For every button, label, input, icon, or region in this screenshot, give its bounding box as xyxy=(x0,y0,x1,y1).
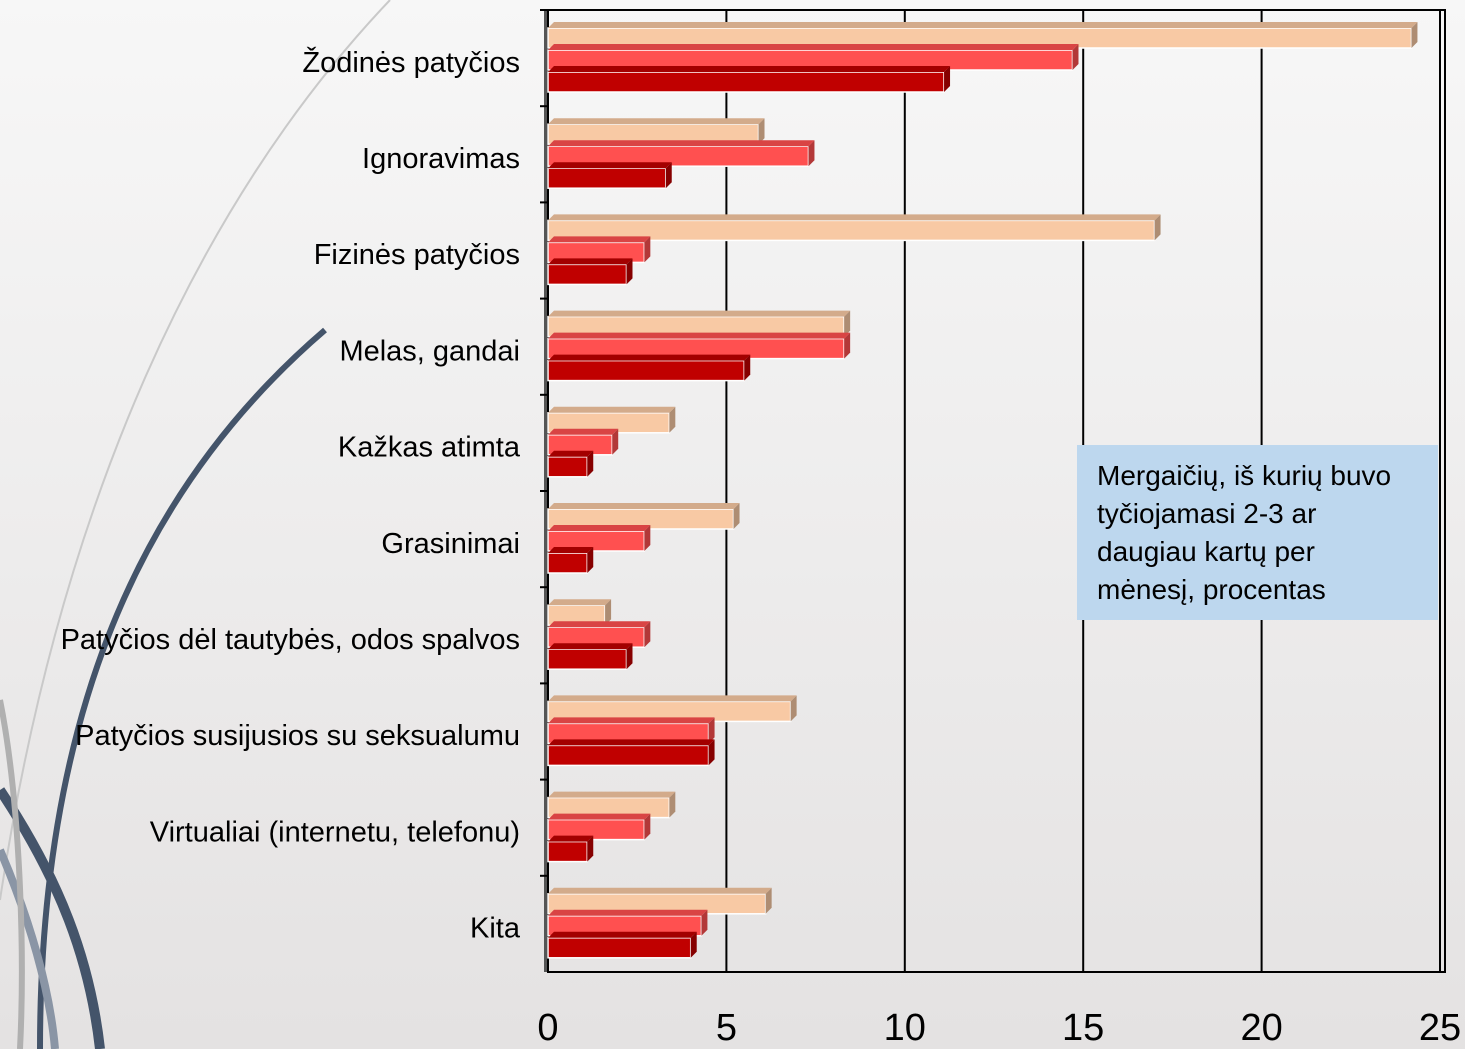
bar-side xyxy=(1154,214,1161,241)
bar-side xyxy=(708,717,715,744)
bar-side xyxy=(669,791,676,818)
bar-side xyxy=(669,406,676,433)
bar-side xyxy=(744,354,751,381)
bar-side xyxy=(701,909,708,936)
bar-top xyxy=(548,406,676,413)
bar-side xyxy=(765,887,772,914)
bar-side xyxy=(612,428,619,455)
y-tick-label: Patyčios dėl tautybės, odos spalvos xyxy=(61,624,520,656)
bar-top xyxy=(548,44,1079,50)
bar-side xyxy=(790,695,797,722)
bar-side xyxy=(587,835,594,862)
bar xyxy=(547,71,945,93)
bar-top xyxy=(548,258,633,265)
bar-side xyxy=(626,258,633,285)
bar-top xyxy=(548,791,676,798)
bar-top xyxy=(548,140,815,147)
bar-top xyxy=(548,66,951,72)
bar-side xyxy=(605,599,612,626)
x-tick-label: 10 xyxy=(884,1007,926,1049)
bar xyxy=(547,744,710,767)
bar-top xyxy=(548,599,612,606)
bar xyxy=(547,263,628,286)
bar-top xyxy=(548,236,651,243)
bar-top xyxy=(548,739,715,746)
bar-top xyxy=(548,909,708,916)
bar-top xyxy=(548,717,715,724)
decoration xyxy=(0,0,391,1049)
bar-side xyxy=(708,739,715,766)
bar-top xyxy=(548,887,772,894)
bar xyxy=(547,456,588,478)
bar-top xyxy=(548,118,765,125)
bar-top xyxy=(548,162,672,169)
bar xyxy=(547,937,692,959)
bar-side xyxy=(665,162,672,189)
y-tick-label: Kita xyxy=(470,913,521,945)
bar-side xyxy=(690,931,697,958)
y-tick-label: Melas, gandai xyxy=(339,335,520,367)
bar-top xyxy=(548,835,594,842)
bar-top xyxy=(548,354,751,361)
bar-top xyxy=(548,214,1161,221)
bar-side xyxy=(733,503,740,529)
y-tick-label: Virtualiai (internetu, telefonu) xyxy=(150,816,520,848)
bar-side xyxy=(644,525,651,551)
bar-side xyxy=(644,236,651,263)
x-tick-label: 15 xyxy=(1062,1007,1104,1049)
bar-side xyxy=(758,118,765,145)
bar-top xyxy=(548,643,633,650)
bar-top xyxy=(548,621,651,628)
bar-top xyxy=(548,22,1418,28)
bar-top xyxy=(548,310,851,317)
annotation: Mergaičių, iš kurių buvo tyčiojamasi 2-3… xyxy=(1077,445,1438,620)
bar xyxy=(547,648,628,670)
y-tick-label: Žodinės patyčios xyxy=(302,46,520,79)
bar-top xyxy=(548,813,651,820)
bar-side xyxy=(1072,44,1079,70)
bar-side xyxy=(587,450,594,477)
bar-side xyxy=(644,813,651,840)
bar-side xyxy=(844,332,851,359)
y-tick-label: Ignoravimas xyxy=(362,143,520,175)
bar-top xyxy=(548,450,594,457)
y-tick-label: Fizinės patyčios xyxy=(314,239,520,271)
y-tick-label: Kažkas atimta xyxy=(338,432,521,464)
bar-top xyxy=(548,525,651,531)
bar-side xyxy=(844,310,851,337)
bar xyxy=(547,167,667,189)
bar-side xyxy=(1411,22,1418,48)
bar-top xyxy=(548,931,697,938)
bar-side xyxy=(944,66,951,92)
x-tick-label: 0 xyxy=(537,1007,558,1049)
bar-side xyxy=(626,643,633,670)
bar-top xyxy=(548,332,851,339)
y-tick-label: Patyčios susijusios su seksualumu xyxy=(75,720,520,752)
bar-top xyxy=(548,547,594,553)
y-tick-label: Grasinimai xyxy=(381,528,520,560)
bar-side xyxy=(587,547,594,573)
bar xyxy=(547,359,745,382)
bar xyxy=(547,552,588,574)
x-tick-label: 5 xyxy=(716,1007,737,1049)
bar xyxy=(547,840,588,863)
x-tick-label: 25 xyxy=(1419,1007,1461,1049)
bar-top xyxy=(548,695,797,702)
bar-top xyxy=(548,503,740,509)
bar-side xyxy=(644,621,651,648)
x-tick-label: 20 xyxy=(1240,1007,1282,1049)
bar-top xyxy=(548,428,619,435)
bar-side xyxy=(808,140,815,167)
